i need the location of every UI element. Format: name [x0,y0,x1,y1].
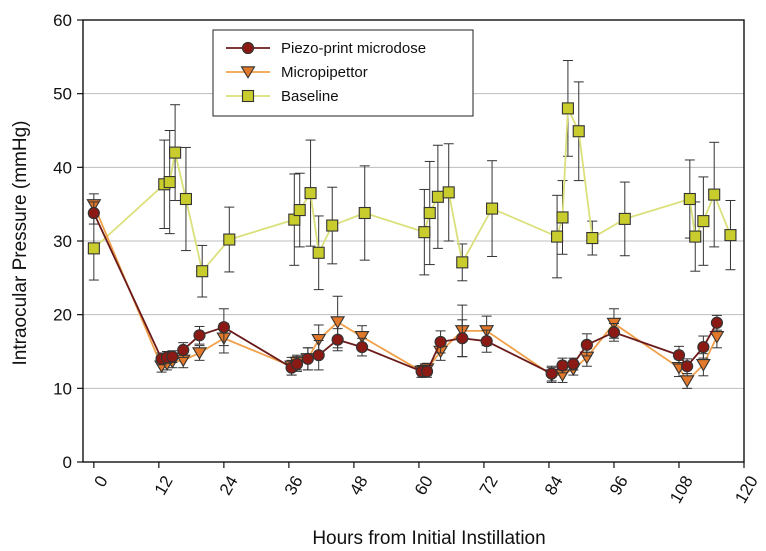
x-axis-title: Hours from Initial Instillation [312,528,545,549]
y-tick-label-60: 60 [53,11,72,30]
point-baseline-25 [683,192,696,206]
point-piezo-print-microdose-6 [217,321,230,334]
point-baseline-11 [326,219,339,232]
point-baseline-22 [572,125,585,138]
point-micropipettor-5 [192,347,207,360]
point-piezo-print-microdose-14 [420,365,434,378]
point-piezo-print-microdose-3 [166,350,179,363]
point-micropipettor-12 [354,331,370,344]
point-baseline-6 [223,233,236,246]
y-tick-label-30: 30 [53,232,72,251]
x-tick-label-0: 0 [91,473,112,491]
y-tick-label-10: 10 [53,379,72,398]
point-baseline-23 [586,232,599,245]
series-baseline [87,60,737,298]
point-micropipettor-25 [695,359,711,372]
legend-marker-piezo-print-microdose [241,41,255,55]
point-baseline-13 [418,226,431,239]
point-piezo-print-microdose-15 [434,335,447,349]
point-baseline-14 [423,206,436,220]
point-baseline-8 [293,204,306,217]
point-baseline-20 [556,211,569,224]
legend-box [212,29,474,117]
point-piezo-print-microdose-18 [545,367,558,380]
point-baseline-16 [442,186,455,199]
point-piezo-print-microdose-4 [177,343,190,357]
point-piezo-print-microdose-23 [672,349,686,362]
point-baseline-28 [708,188,721,201]
y-tick-label-0: 0 [63,453,72,472]
x-tick-label-96: 96 [606,473,632,499]
x-tick-label-24: 24 [216,473,242,499]
y-axis-title: Intraocular Pressure (mmHg) [10,121,31,366]
series-piezo-print-microdose [87,201,724,382]
series-line-baseline [93,108,732,274]
point-micropipettor-26 [709,331,725,344]
x-tick-label-12: 12 [151,473,177,499]
point-baseline-5 [196,265,209,278]
y-tick-label-20: 20 [53,306,72,325]
point-piezo-print-microdose-5 [193,329,206,342]
point-piezo-print-microdose-26 [710,316,724,329]
point-piezo-print-microdose-24 [681,360,694,373]
legend-label-piezo-print-microdose: Piezo-print microdose [281,40,426,57]
point-baseline-3 [169,146,182,159]
x-tick-label-84: 84 [541,473,567,499]
point-piezo-print-microdose-20 [567,357,580,371]
point-piezo-print-microdose-11 [331,333,344,346]
point-baseline-12 [358,206,371,220]
point-baseline-15 [431,190,444,203]
legend-marker-micropipettor [240,66,256,79]
point-micropipettor-11 [330,316,346,329]
point-baseline-9 [304,187,317,200]
x-tick-label-72: 72 [476,473,502,499]
point-baseline-18 [486,202,499,215]
point-baseline-2 [163,176,176,189]
point-micropipettor-24 [679,375,695,388]
legend-label-baseline: Baseline [281,88,339,105]
series-layer [86,60,737,389]
y-tick-label-40: 40 [53,158,72,177]
legend: Piezo-print microdose Micropipettor Baseli… [212,29,474,117]
point-baseline-4 [179,192,192,206]
x-tick-label-108: 108 [666,473,697,507]
point-piezo-print-microdose-8 [290,357,304,371]
point-piezo-print-microdose-17 [480,335,493,348]
point-piezo-print-microdose-21 [580,338,593,351]
point-baseline-26 [689,230,702,243]
point-piezo-print-microdose-0 [87,206,100,220]
x-tick-label-48: 48 [346,473,372,499]
point-baseline-10 [312,246,325,259]
legend-marker-baseline [241,89,255,103]
point-baseline-27 [697,215,710,228]
point-baseline-17 [456,256,469,269]
point-baseline-29 [724,229,737,242]
point-piezo-print-microdose-19 [556,359,569,372]
x-tick-label-60: 60 [411,473,437,499]
point-piezo-print-microdose-25 [697,340,710,354]
x-tick-label-36: 36 [281,473,307,499]
y-tick-label-50: 50 [53,85,72,104]
point-piezo-print-microdose-12 [355,340,369,354]
point-baseline-24 [618,212,631,225]
legend-label-micropipettor: Micropipettor [281,64,368,81]
point-piezo-print-microdose-16 [456,332,469,345]
point-piezo-print-microdose-10 [312,349,325,362]
point-piezo-print-microdose-9 [301,352,314,365]
point-baseline-0 [87,242,100,255]
x-tick-label-120: 120 [731,473,762,507]
point-piezo-print-microdose-22 [607,326,621,339]
point-baseline-21 [561,102,574,115]
point-baseline-19 [551,230,564,243]
